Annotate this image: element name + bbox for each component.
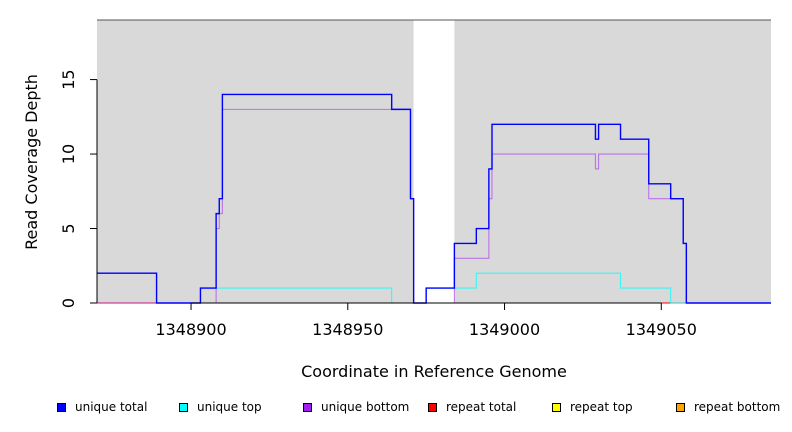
legend-swatch <box>676 402 685 412</box>
legend-swatch <box>428 402 437 412</box>
legend-swatch <box>179 402 188 412</box>
legend-swatch <box>303 402 312 412</box>
axes: 0 5 10 15 1348900 1348950 1349000 1349050 <box>59 69 697 339</box>
y-tick-label: 0 <box>59 298 78 308</box>
legend-label: unique bottom <box>321 400 410 414</box>
legend-item-unique-total: unique total <box>57 400 147 414</box>
x-tick-label: 1348900 <box>155 320 226 339</box>
legend-item-repeat-total: repeat total <box>428 400 516 414</box>
legend: unique total unique top unique bottom repea… <box>0 400 792 420</box>
legend-label: repeat bottom <box>694 400 781 414</box>
x-tick-label: 1348950 <box>312 320 383 339</box>
y-tick-label: 15 <box>59 69 78 89</box>
legend-item-repeat-top: repeat top <box>552 400 633 414</box>
legend-swatch <box>552 402 561 412</box>
legend-swatch <box>57 402 66 412</box>
legend-label: unique total <box>75 400 148 414</box>
x-axis-title: Coordinate in Reference Genome <box>301 362 567 381</box>
shaded-region-2 <box>454 20 771 303</box>
y-axis-title: Read Coverage Depth <box>22 74 41 250</box>
legend-item-unique-top: unique top <box>179 400 262 414</box>
series-line-unique-total <box>97 93 771 304</box>
y-tick-label: 10 <box>59 144 78 164</box>
shaded-region-1 <box>97 20 414 303</box>
x-tick-label: 1349050 <box>626 320 697 339</box>
x-tick-label: 1349000 <box>469 320 540 339</box>
legend-label: repeat total <box>446 400 517 414</box>
legend-label: repeat top <box>570 400 633 414</box>
legend-label: unique top <box>197 400 262 414</box>
legend-item-repeat-bottom: repeat bottom <box>676 400 780 414</box>
shaded-regions <box>97 19 771 303</box>
legend-item-unique-bottom: unique bottom <box>303 400 409 414</box>
y-tick-label: 5 <box>59 223 78 233</box>
